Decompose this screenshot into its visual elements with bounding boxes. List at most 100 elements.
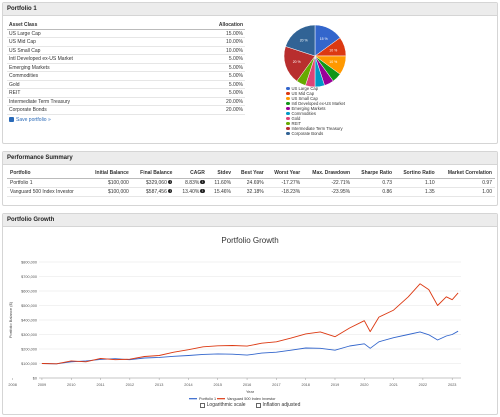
pie-legend-label: Intermediate Term Treasury — [291, 126, 343, 131]
pie-legend-label: Emerging Markets — [291, 106, 326, 111]
inflation-adjusted-option[interactable]: Inflation adjusted — [255, 402, 300, 408]
x-tick-label: 2011 — [96, 383, 104, 387]
performance-table-header: Portfolio Initial Balance Final Balance CAG… — [7, 169, 495, 179]
pie-legend-label: Gold — [291, 116, 301, 121]
allocation-row: US Small Cap 10.00% — [7, 47, 245, 55]
performance-column-header: Final Balance — [131, 169, 176, 179]
performance-cell: -18.23% — [266, 187, 304, 197]
allocation-cell: 5.00% — [228, 64, 243, 71]
allocation-pie-chart: 15 % 10 % 10 % 20 % 20 % — [283, 24, 347, 88]
asset-class-cell: REIT — [9, 90, 21, 96]
allocation-row: Intermediate Term Treasury 20.00% — [7, 98, 245, 106]
pie-legend-label: Intl Developed ex-US Market — [291, 101, 346, 106]
legend-color-dot — [286, 126, 290, 131]
pie-legend-label: US Mid Cap — [291, 91, 315, 96]
y-axis-label: Portfolio Balance ($) — [8, 301, 13, 338]
performance-row: Portfolio 1 $100,000 $329,060 i 8.83% i 11.60%… — [7, 178, 495, 188]
performance-cell: 11.60% — [207, 178, 235, 188]
info-icon[interactable]: i — [167, 179, 173, 185]
performance-cell-value: $587,456 — [146, 188, 167, 195]
asset-class-cell: US Small Cap — [9, 47, 41, 54]
legend-color-dot — [286, 116, 290, 121]
pie-legend-label: Commodities — [291, 111, 316, 116]
y-tick-label: $800,000 — [21, 260, 37, 264]
info-icon[interactable]: i — [167, 188, 173, 194]
inflation-adjusted-checkbox[interactable] — [255, 402, 261, 408]
performance-cell-value: 11.60% — [214, 179, 232, 186]
performance-cell: 1.35 — [395, 187, 438, 197]
asset-class-header: Asset Class — [9, 22, 38, 28]
allocation-cell: 20.00% — [226, 98, 243, 105]
logarithmic-scale-option[interactable]: Logarithmic scale — [199, 402, 246, 408]
performance-cell: $100,000 — [86, 187, 132, 197]
asset-class-cell: US Large Cap — [9, 30, 41, 37]
performance-cell-value: 1.35 — [424, 188, 435, 195]
info-icon[interactable]: i — [200, 179, 205, 185]
allocation-cell: 5.00% — [228, 81, 243, 88]
pie-legend-item: Intermediate Term Treasury — [286, 126, 426, 131]
logarithmic-scale-checkbox[interactable] — [199, 402, 205, 408]
legend-color-dot — [286, 111, 290, 116]
pie-slice-label: 10 % — [329, 60, 337, 64]
save-portfolio-link[interactable]: Save portfolio » — [7, 117, 245, 123]
performance-cell: Portfolio 1 — [7, 178, 87, 188]
legend-label: Portfolio 1 — [199, 397, 216, 401]
y-tick-label: $500,000 — [21, 304, 37, 308]
x-tick-label: 2017 — [272, 383, 280, 387]
y-tick-label: $300,000 — [21, 333, 37, 337]
performance-cell-value: $100,000 — [107, 179, 129, 186]
performance-cell-value: -23.95% — [331, 188, 351, 195]
performance-cell-value: 15.46% — [214, 188, 232, 195]
y-tick-label: $400,000 — [21, 318, 37, 322]
performance-cell: -22.71% — [303, 178, 354, 188]
y-tick-label: $700,000 — [21, 275, 37, 279]
allocation-row: REIT 5.00% — [7, 89, 245, 98]
pie-legend-label: US Small Cap — [291, 96, 318, 101]
allocation-table-header: Asset Class Allocation — [7, 21, 245, 30]
performance-cell-value: Vanguard 500 Index Investor — [10, 188, 74, 195]
x-axis-label: Year — [246, 389, 255, 394]
performance-cell-value: $329,060 — [146, 179, 167, 186]
performance-column-header: Max. Drawdown — [303, 169, 354, 179]
info-icon[interactable]: i — [200, 188, 205, 194]
pie-legend-item: US Small Cap — [286, 96, 426, 101]
allocation-cell: 5.00% — [228, 56, 243, 62]
performance-cell: 1.00 — [437, 187, 495, 197]
performance-cell-value: -18.23% — [281, 188, 301, 195]
performance-cell-value: 32.18% — [246, 188, 264, 195]
pie-legend: US Large Cap US Mid Cap US Small Cap Intl D… — [286, 86, 426, 136]
performance-column-header: Stdev — [207, 169, 235, 179]
performance-cell: 13.40% i — [175, 187, 208, 197]
allocation-row: Gold 5.00% — [7, 81, 245, 89]
performance-column-header: Market Correlation — [437, 169, 495, 179]
asset-class-cell: US Mid Cap — [9, 39, 36, 45]
pie-legend-item: Commodities — [286, 111, 426, 116]
allocation-cell: 5.00% — [228, 73, 243, 79]
allocation-row: Intl Developed ex-US Market 5.00% — [7, 55, 245, 64]
x-tick-label: 2012 — [126, 383, 134, 387]
legend-color-dot — [286, 106, 290, 111]
x-tick-label: 2023 — [448, 383, 456, 387]
pie-legend-item: Corporate Bonds — [286, 131, 426, 136]
performance-cell-value: 13.40% — [182, 188, 200, 195]
performance-cell-value: Portfolio 1 — [10, 179, 33, 186]
pie-legend-item: Intl Developed ex-US Market — [286, 101, 426, 106]
growth-panel-title: Portfolio Growth — [3, 214, 497, 227]
x-tick-label: 2010 — [67, 383, 75, 387]
legend-label: Vanguard 500 Index Investor — [227, 397, 276, 401]
performance-cell: 32.18% — [234, 187, 267, 197]
performance-cell: 1.10 — [395, 178, 438, 188]
performance-cell-value: -17.27% — [281, 179, 301, 186]
allocation-row: Commodities 5.00% — [7, 72, 245, 81]
portfolio-panel-title: Portfolio 1 — [3, 3, 497, 16]
performance-column-header: Portfolio — [7, 169, 87, 179]
performance-cell-value: 1.10 — [424, 179, 435, 186]
performance-cell-value: 24.69% — [246, 179, 264, 186]
performance-cell-value: -22.71% — [331, 179, 351, 186]
performance-table: Portfolio Initial Balance Final Balance CAG… — [7, 169, 495, 197]
allocation-cell: 20.00% — [226, 107, 243, 113]
allocation-cell: 15.00% — [226, 30, 243, 37]
pie-slice-label: 15 % — [320, 37, 328, 41]
x-tick-label: 2008 — [8, 383, 16, 387]
performance-column-header: Sharpe Ratio — [353, 169, 396, 179]
